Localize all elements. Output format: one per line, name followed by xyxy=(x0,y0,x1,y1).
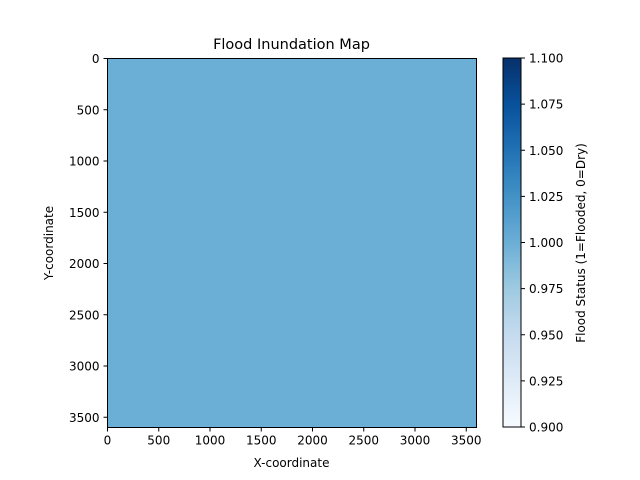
x-tick-label: 2500 xyxy=(348,434,379,448)
heatmap-cell xyxy=(107,58,477,428)
colorbar-tick-label: 1.025 xyxy=(529,190,563,204)
colorbar-tick-label: 1.000 xyxy=(529,236,563,250)
x-tick-label: 3500 xyxy=(451,434,482,448)
y-tick-label: 2500 xyxy=(69,308,100,322)
x-tick-label: 3000 xyxy=(400,434,431,448)
x-tick-label: 1500 xyxy=(246,434,277,448)
colorbar-tick-label: 0.975 xyxy=(529,282,563,296)
colorbar-tick-label: 1.075 xyxy=(529,98,563,112)
x-tick-label: 1000 xyxy=(195,434,226,448)
y-tick-label: 3500 xyxy=(69,411,100,425)
colorbar-tick-label: 0.900 xyxy=(529,421,563,435)
colorbar-ticks: 0.900 0.925 0.950 0.975 1.000 1.025 1.050 1.075… xyxy=(521,52,563,435)
colorbar-tick-label: 0.950 xyxy=(529,328,563,342)
colorbar xyxy=(502,57,522,428)
plot-frame xyxy=(107,58,477,428)
y-tick-label: 3000 xyxy=(69,360,100,374)
colorbar-tick-label: 1.100 xyxy=(529,52,563,66)
y-tick-label: 1500 xyxy=(69,206,100,220)
y-tick-label: 1000 xyxy=(69,155,100,169)
x-tick-label: 2000 xyxy=(297,434,328,448)
colorbar-tick-label: 0.925 xyxy=(529,374,563,388)
heatmap-area xyxy=(107,58,477,428)
colorbar-label: Flood Status (1=Flooded, 0=Dry) xyxy=(574,143,588,343)
chart-title: Flood Inundation Map xyxy=(213,37,370,53)
x-tick-label: 500 xyxy=(147,434,170,448)
y-axis-label: Y-coordinate xyxy=(42,206,56,281)
y-axis: 0 500 1000 1500 2000 2500 3000 3500 xyxy=(69,52,108,425)
y-tick-label: 0 xyxy=(92,52,100,66)
x-axis: 0 500 1000 1500 2000 2500 3000 3500 xyxy=(104,427,482,448)
x-axis-label: X-coordinate xyxy=(254,456,330,470)
y-tick-label: 500 xyxy=(77,103,100,117)
y-tick-label: 2000 xyxy=(69,257,100,271)
colorbar-tick-label: 1.050 xyxy=(529,144,563,158)
x-tick-label: 0 xyxy=(104,434,112,448)
